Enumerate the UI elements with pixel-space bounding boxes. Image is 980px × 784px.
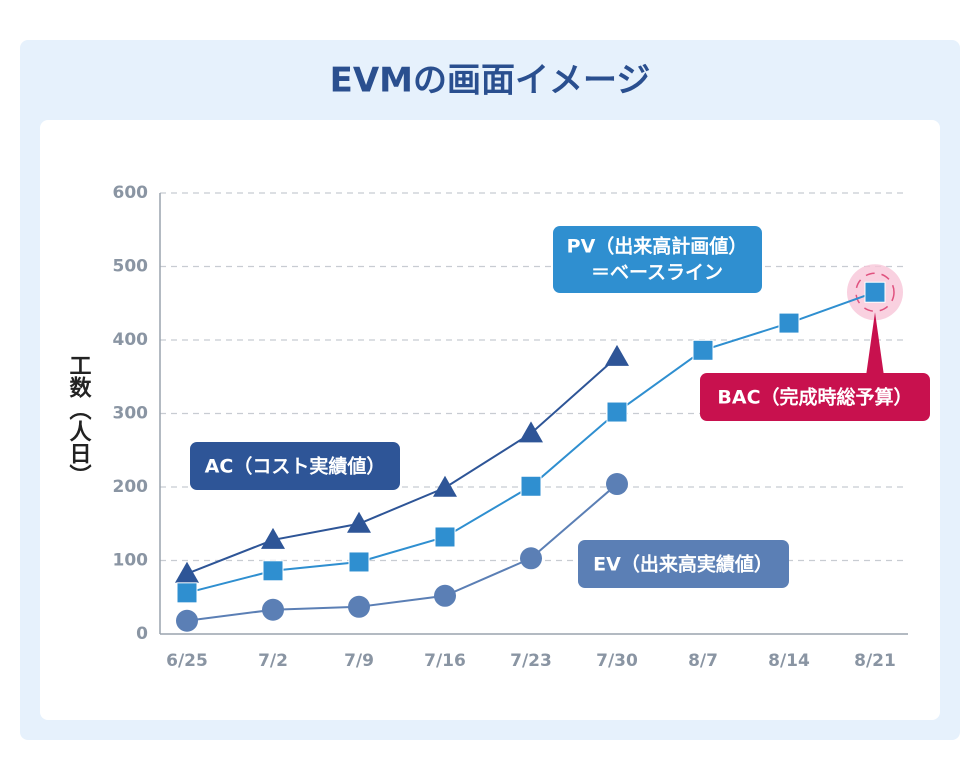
marker: [262, 560, 284, 582]
series-line: [186, 483, 618, 622]
y-tick-label: 500: [113, 257, 149, 277]
callout-ac: [190, 442, 400, 490]
marker: [605, 344, 629, 366]
x-tick-label: 7/16: [424, 651, 466, 671]
x-tick-label: 7/9: [344, 651, 374, 671]
marker: [434, 584, 456, 607]
marker: [262, 598, 284, 621]
marker: [434, 526, 456, 548]
marker: [778, 312, 800, 334]
marker: [433, 475, 457, 497]
marker: [175, 561, 199, 583]
callout-bac: [700, 373, 930, 421]
x-tick-label: 8/7: [688, 651, 718, 671]
marker: [520, 547, 542, 570]
callout-ev: [578, 540, 789, 588]
callout-pv: [553, 226, 762, 293]
y-tick-label: 100: [113, 551, 149, 571]
marker: [519, 421, 543, 443]
marker: [348, 551, 370, 573]
legend-label: EV（出来高実績値）: [593, 553, 773, 576]
y-tick-label: 600: [113, 183, 149, 203]
x-tick-label: 6/25: [166, 651, 208, 671]
legend-label: AC（コスト実績値）: [205, 455, 386, 478]
marker: [176, 582, 198, 604]
marker: [261, 527, 285, 549]
marker: [606, 473, 628, 496]
y-tick-label: 400: [113, 330, 149, 350]
marker: [347, 511, 371, 533]
legend-note: ＝ベースライン: [591, 262, 723, 284]
legend-label: PV（出来高計画値）: [567, 235, 748, 258]
y-tick-label: 200: [113, 477, 149, 497]
x-tick-label: 7/30: [596, 651, 638, 671]
annotation: BAC（完成時総予算）: [717, 386, 912, 409]
series-line: [186, 356, 618, 575]
x-tick-label: 8/21: [854, 651, 896, 671]
y-axis-label: 工数（人日）: [66, 354, 92, 486]
marker: [864, 281, 886, 303]
x-tick-label: 7/23: [510, 651, 552, 671]
highlight-ring: [855, 272, 895, 312]
marker: [520, 475, 542, 497]
marker: [176, 609, 198, 632]
marker: [606, 401, 628, 423]
marker: [348, 595, 370, 618]
x-tick-label: 8/14: [768, 651, 810, 671]
chart-title: EVMの画面イメージ: [330, 61, 651, 101]
x-tick-label: 7/2: [258, 651, 288, 671]
y-tick-label: 0: [136, 624, 148, 644]
marker: [692, 339, 714, 361]
y-tick-label: 300: [113, 404, 149, 424]
callout-pointer: [866, 312, 884, 376]
